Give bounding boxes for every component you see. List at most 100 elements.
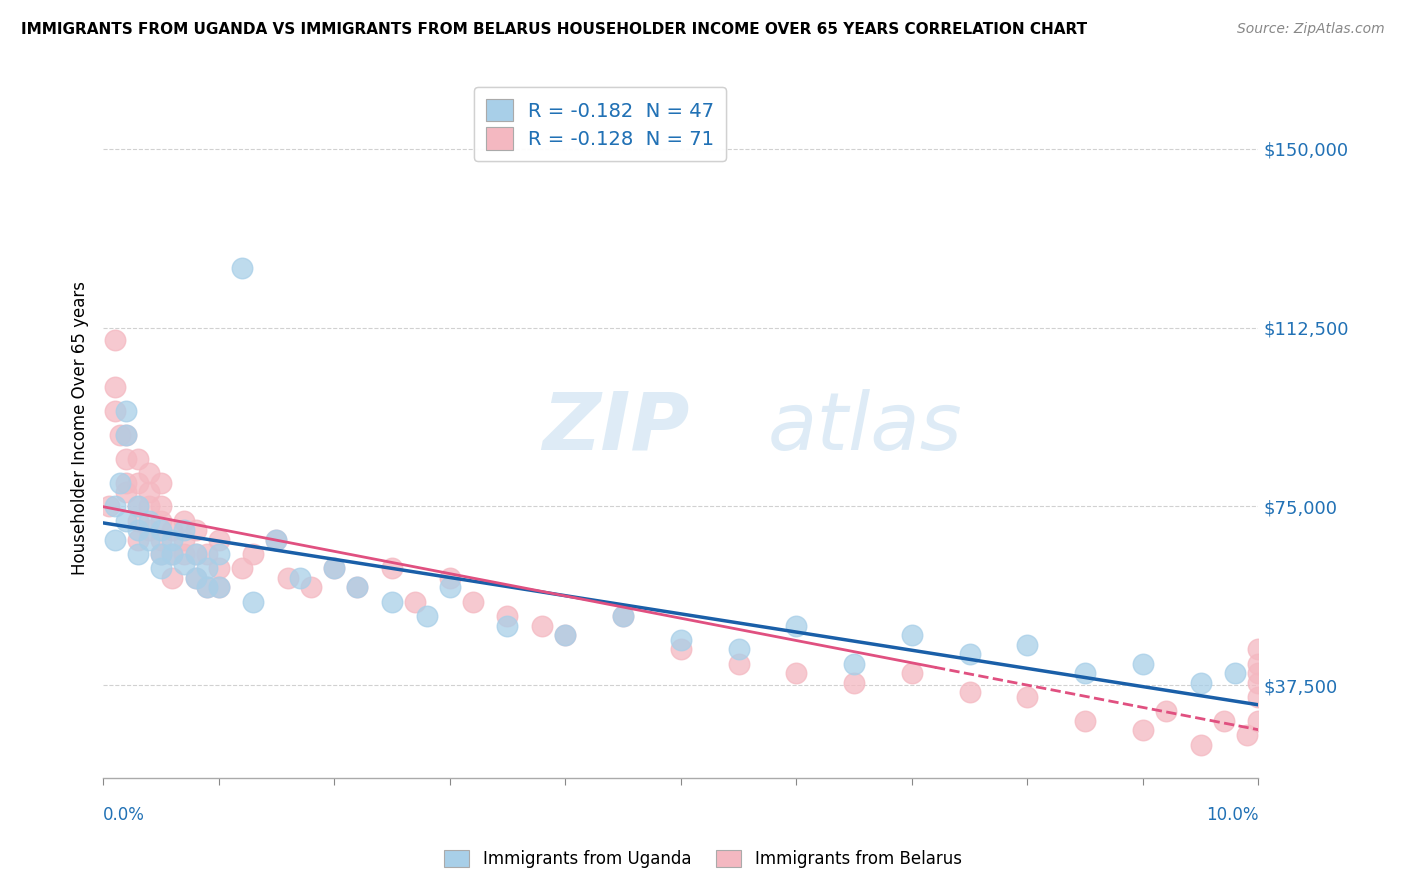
Point: [149, 523, 172, 537]
Point: [162, 523, 184, 537]
Point: [115, 514, 138, 528]
Point: [149, 533, 172, 547]
Point: [1132, 723, 1154, 738]
Point: [162, 547, 184, 561]
Point: [115, 485, 138, 500]
Point: [127, 500, 149, 514]
Point: [1132, 657, 1154, 671]
Point: [208, 580, 231, 594]
Point: [323, 561, 346, 575]
Point: [97, 500, 120, 514]
Point: [115, 404, 138, 418]
Point: [195, 561, 218, 575]
Point: [461, 595, 484, 609]
Point: [1247, 657, 1270, 671]
Point: [115, 475, 138, 490]
Legend: R = -0.182  N = 47, R = -0.128  N = 71: R = -0.182 N = 47, R = -0.128 N = 71: [474, 87, 725, 161]
Point: [208, 533, 231, 547]
Point: [138, 500, 160, 514]
Point: [727, 657, 749, 671]
Point: [612, 609, 634, 624]
Point: [346, 580, 368, 594]
Point: [104, 380, 127, 394]
Point: [149, 514, 172, 528]
Point: [346, 580, 368, 594]
Point: [288, 571, 311, 585]
Point: [104, 333, 127, 347]
Point: [208, 580, 231, 594]
Point: [127, 514, 149, 528]
Point: [231, 561, 253, 575]
Point: [1189, 738, 1212, 752]
Text: 0.0%: 0.0%: [103, 806, 145, 824]
Point: [127, 523, 149, 537]
Point: [173, 557, 195, 571]
Point: [195, 580, 218, 594]
Point: [496, 609, 519, 624]
Point: [115, 428, 138, 442]
Point: [162, 547, 184, 561]
Point: [612, 609, 634, 624]
Point: [1247, 666, 1270, 681]
Point: [496, 618, 519, 632]
Point: [842, 657, 865, 671]
Point: [149, 475, 172, 490]
Point: [669, 642, 692, 657]
Point: [127, 475, 149, 490]
Point: [1236, 728, 1258, 742]
Point: [554, 628, 576, 642]
Point: [138, 514, 160, 528]
Point: [381, 561, 404, 575]
Point: [173, 523, 195, 537]
Point: [554, 628, 576, 642]
Point: [901, 628, 924, 642]
Point: [415, 609, 437, 624]
Point: [138, 523, 160, 537]
Point: [110, 428, 132, 442]
Point: [138, 533, 160, 547]
Point: [1247, 675, 1270, 690]
Point: [1225, 666, 1247, 681]
Point: [195, 580, 218, 594]
Point: [901, 666, 924, 681]
Point: [162, 571, 184, 585]
Point: [184, 571, 207, 585]
Point: [195, 547, 218, 561]
Point: [1154, 704, 1177, 718]
Point: [1017, 638, 1039, 652]
Point: [104, 404, 127, 418]
Point: [277, 571, 299, 585]
Point: [242, 595, 264, 609]
Point: [531, 618, 554, 632]
Point: [173, 547, 195, 561]
Point: [785, 618, 807, 632]
Point: [1074, 666, 1097, 681]
Point: [669, 632, 692, 647]
Point: [110, 475, 132, 490]
Point: [149, 547, 172, 561]
Point: [115, 451, 138, 466]
Point: [127, 547, 149, 561]
Point: [1074, 714, 1097, 728]
Point: [1017, 690, 1039, 704]
Point: [1247, 714, 1270, 728]
Point: [173, 533, 195, 547]
Point: [1247, 642, 1270, 657]
Point: [115, 428, 138, 442]
Point: [173, 514, 195, 528]
Point: [184, 547, 207, 561]
Point: [149, 500, 172, 514]
Point: [184, 523, 207, 537]
Point: [104, 533, 127, 547]
Point: [184, 571, 207, 585]
Point: [404, 595, 426, 609]
Point: [381, 595, 404, 609]
Point: [439, 580, 461, 594]
Point: [266, 533, 288, 547]
Point: [323, 561, 346, 575]
Point: [127, 451, 149, 466]
Point: [959, 685, 981, 699]
Point: [727, 642, 749, 657]
Point: [127, 533, 149, 547]
Point: [127, 500, 149, 514]
